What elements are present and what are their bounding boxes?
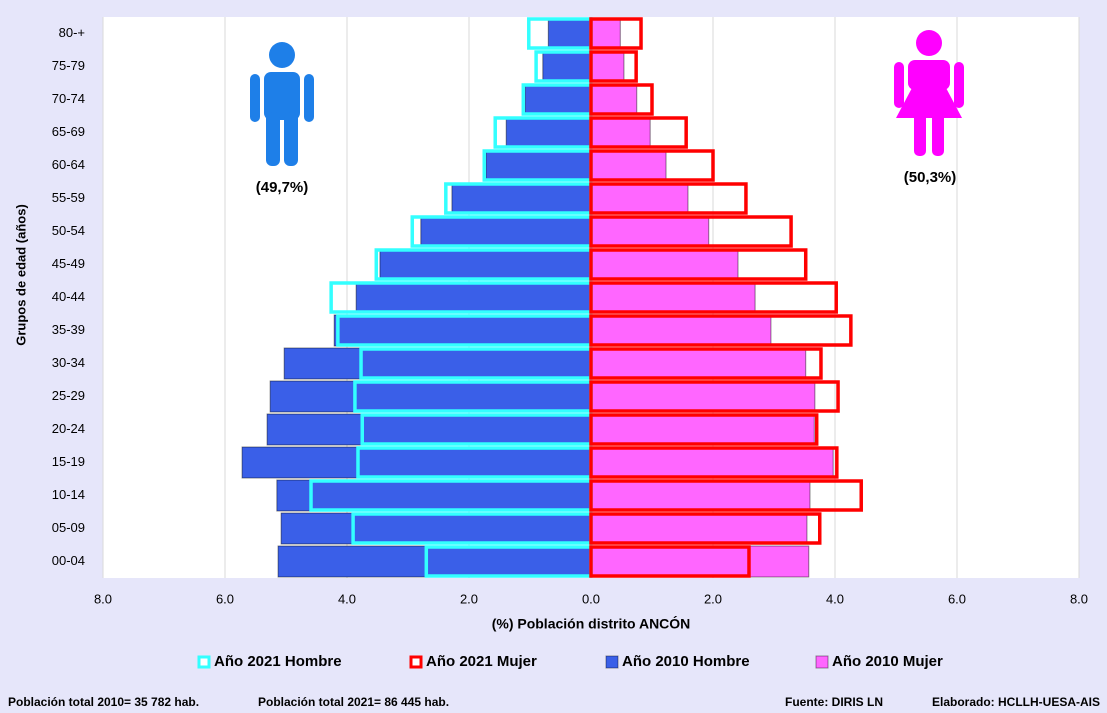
bar (590, 281, 756, 314)
y-tick-label: 25-29 (52, 388, 85, 403)
y-tick-label: 65-69 (52, 124, 85, 139)
y-tick-label: 70-74 (52, 91, 85, 106)
y-tick-label: 35-39 (52, 322, 85, 337)
bar (590, 347, 807, 380)
x-tick-label: 8.0 (94, 591, 112, 606)
bar (590, 17, 621, 50)
male-icon (250, 42, 314, 166)
legend-label: Año 2010 Mujer (832, 653, 943, 670)
bar (590, 248, 739, 281)
bar (547, 17, 592, 50)
legend-swatch (409, 655, 423, 669)
bar (589, 479, 863, 512)
bar (590, 512, 808, 545)
bar (589, 50, 638, 83)
bar (280, 512, 592, 545)
bar (589, 215, 793, 248)
x-tick-label: 8.0 (1070, 591, 1088, 606)
bar (589, 380, 840, 413)
bar (451, 182, 592, 215)
bar (590, 149, 667, 182)
y-tick-label: 50-54 (52, 223, 85, 238)
y-tick-label: 60-64 (52, 157, 85, 172)
bar (485, 149, 592, 182)
y-tick-label: 30-34 (52, 355, 85, 370)
bar (590, 182, 689, 215)
bar (379, 248, 592, 281)
footer-pop-2010: Población total 2010= 35 782 hab. (8, 695, 199, 709)
bar (589, 281, 838, 314)
x-tick-label: 6.0 (948, 591, 966, 606)
y-tick-label: 10-14 (52, 487, 85, 502)
x-tick-label: 4.0 (826, 591, 844, 606)
bar (589, 116, 688, 149)
bar (590, 116, 651, 149)
bar (590, 314, 772, 347)
bar (276, 479, 592, 512)
bar (524, 83, 592, 116)
y-tick-label: 15-19 (52, 454, 85, 469)
bar (505, 116, 592, 149)
x-tick-label: 4.0 (338, 591, 356, 606)
y-tick-label: 55-59 (52, 190, 85, 205)
bar (269, 380, 592, 413)
x-tick-label: 2.0 (704, 591, 722, 606)
bar (589, 17, 643, 50)
bar (355, 281, 592, 314)
footer-pop-2021: Población total 2021= 86 445 hab. (258, 695, 449, 709)
legend-swatch (197, 655, 211, 669)
bar (589, 413, 819, 446)
bar (590, 83, 638, 116)
bar (333, 314, 592, 347)
bar (590, 380, 816, 413)
y-tick-label: 00-04 (52, 553, 85, 568)
footer-source: Fuente: DIRIS LN (785, 695, 883, 709)
bar (590, 545, 810, 578)
footer-author: Elaborado: HCLLH-UESA-AIS (932, 695, 1100, 709)
y-tick-label: 45-49 (52, 256, 85, 271)
y-tick-label: 40-44 (52, 289, 85, 304)
legend-label: Año 2021 Hombre (214, 653, 342, 670)
female-share: (50,3%) (904, 169, 957, 186)
legend-label: Año 2021 Mujer (426, 653, 537, 670)
bar (589, 248, 808, 281)
bar (266, 413, 592, 446)
bar (277, 545, 592, 578)
legend-swatch (815, 655, 829, 669)
bar (241, 446, 592, 479)
bar (590, 215, 710, 248)
male-share: (49,7%) (256, 179, 309, 196)
legend-swatch (605, 655, 619, 669)
bar (589, 83, 654, 116)
bar (589, 545, 751, 578)
bar (589, 347, 823, 380)
y-tick-label: 75-79 (52, 58, 85, 73)
legend-label: Año 2010 Hombre (622, 653, 750, 670)
y-axis-label: Grupos de edad (años) (13, 204, 28, 346)
bar (420, 215, 592, 248)
bars (241, 17, 863, 578)
x-tick-label: 2.0 (460, 591, 478, 606)
bar (589, 314, 853, 347)
legend: Año 2021 Hombre Año 2021 Mujer Año 2010 Ho… (197, 653, 943, 670)
x-axis-label: (%) Población distrito ANCÓN (492, 615, 691, 632)
bar (590, 446, 834, 479)
y-tick-label: 05-09 (52, 520, 85, 535)
bar (283, 347, 592, 380)
x-tick-label: 6.0 (216, 591, 234, 606)
bar (590, 479, 811, 512)
female-icon (894, 30, 964, 156)
bar (589, 512, 822, 545)
bar (589, 446, 839, 479)
bar (542, 50, 592, 83)
bar (589, 149, 715, 182)
x-tick-label: 0.0 (582, 591, 600, 606)
bar (589, 182, 748, 215)
bar (590, 50, 625, 83)
bar (590, 413, 815, 446)
y-tick-label: 20-24 (52, 421, 85, 436)
y-tick-label: 80-+ (59, 25, 85, 40)
